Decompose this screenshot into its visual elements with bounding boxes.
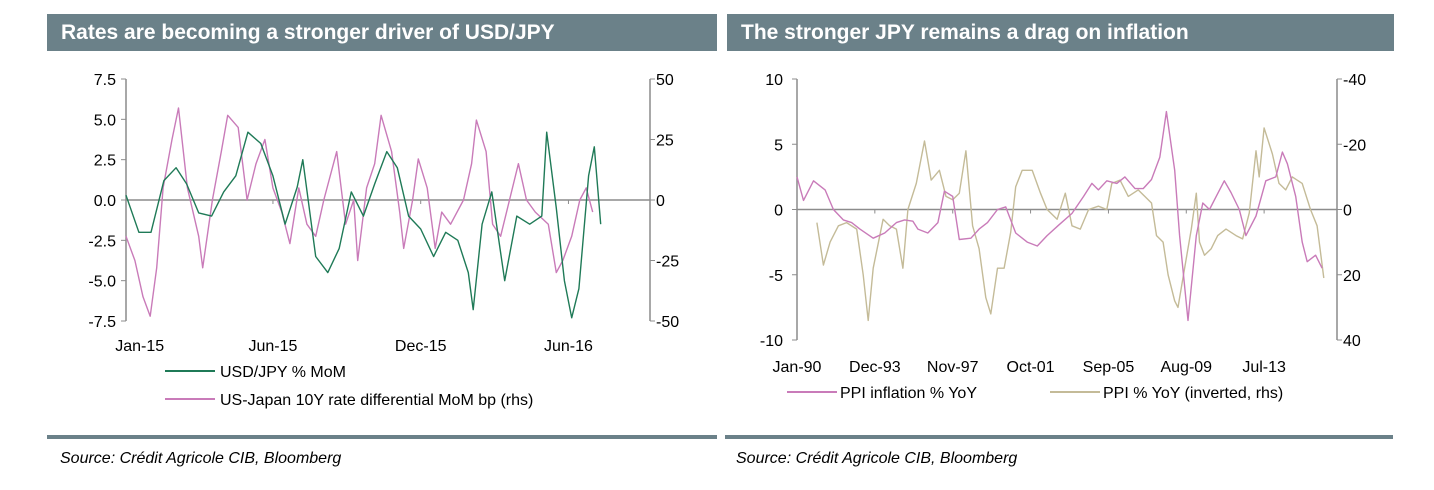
left-chart-left-tick-label: 7.5 bbox=[94, 72, 116, 89]
right-chart-legend-label-2: PPI % YoY (inverted, rhs) bbox=[1103, 385, 1283, 402]
right-chart-x-tick-label: Nov-97 bbox=[927, 359, 979, 376]
left-chart-left-tick-label: 5.0 bbox=[94, 112, 116, 129]
left-chart-legend-label-1: USD/JPY % MoM bbox=[220, 364, 346, 381]
left-divider bbox=[47, 435, 717, 439]
right-chart-series-line-1 bbox=[796, 110, 1323, 322]
left-chart-x-tick-label: Jun-15 bbox=[248, 338, 297, 355]
left-chart-series-line-1 bbox=[125, 131, 602, 319]
right-chart-left-tick-label: -10 bbox=[760, 333, 783, 350]
right-chart-left-tick-label: -5 bbox=[769, 268, 783, 285]
right-chart-left-tick-label: 0 bbox=[774, 203, 783, 220]
right-chart-x-tick-label: Jan-90 bbox=[773, 359, 822, 376]
left-chart-series-line-2 bbox=[125, 107, 594, 317]
left-chart-right-tick-label: 25 bbox=[656, 133, 674, 150]
left-chart-title: Rates are becoming a stronger driver of … bbox=[47, 14, 717, 51]
left-chart-right-tick-label: 50 bbox=[656, 72, 674, 89]
right-chart-right-tick-label: -20 bbox=[1343, 137, 1366, 154]
left-chart-left-tick-label: 2.5 bbox=[94, 153, 116, 170]
left-source-note: Source: Crédit Agricole CIB, Bloomberg bbox=[60, 450, 342, 467]
left-chart-left-tick-label: -7.5 bbox=[88, 314, 116, 331]
left-chart-right-tick-label: 0 bbox=[656, 193, 665, 210]
right-chart-legend-label-1: PPI inflation % YoY bbox=[840, 385, 977, 402]
left-chart-x-tick-label: Jun-16 bbox=[544, 338, 593, 355]
right-chart-title: The stronger JPY remains a drag on infla… bbox=[727, 14, 1394, 51]
left-chart-left-tick-label: -2.5 bbox=[88, 233, 116, 250]
right-source-note: Source: Crédit Agricole CIB, Bloomberg bbox=[736, 450, 1018, 467]
left-chart-left-tick-label: 0.0 bbox=[94, 193, 116, 210]
right-chart-x-tick-label: Aug-09 bbox=[1160, 359, 1212, 376]
right-chart-x-tick-label: Oct-01 bbox=[1007, 359, 1055, 376]
right-chart-right-tick-label: 40 bbox=[1343, 333, 1361, 350]
right-divider bbox=[725, 435, 1393, 439]
left-chart-legend-label-2: US-Japan 10Y rate differential MoM bp (r… bbox=[220, 392, 533, 409]
left-chart-x-tick-label: Jan-15 bbox=[115, 338, 164, 355]
left-chart-right-tick-label: -25 bbox=[656, 254, 679, 271]
left-chart-left-tick-label: -5.0 bbox=[88, 274, 116, 291]
left-chart-x-tick-label: Dec-15 bbox=[395, 338, 447, 355]
right-chart-right-tick-label: -40 bbox=[1343, 72, 1366, 89]
right-chart-left-tick-label: 10 bbox=[765, 72, 783, 89]
left-chart-right-tick-label: -50 bbox=[656, 314, 679, 331]
right-chart-left-tick-label: 5 bbox=[774, 137, 783, 154]
right-chart-right-tick-label: 20 bbox=[1343, 268, 1361, 285]
right-chart-x-tick-label: Jul-13 bbox=[1242, 359, 1286, 376]
right-chart-series-line-2 bbox=[816, 127, 1325, 322]
right-chart-x-tick-label: Dec-93 bbox=[849, 359, 901, 376]
right-chart-x-tick-label: Sep-05 bbox=[1083, 359, 1135, 376]
right-chart-right-tick-label: 0 bbox=[1343, 203, 1352, 220]
